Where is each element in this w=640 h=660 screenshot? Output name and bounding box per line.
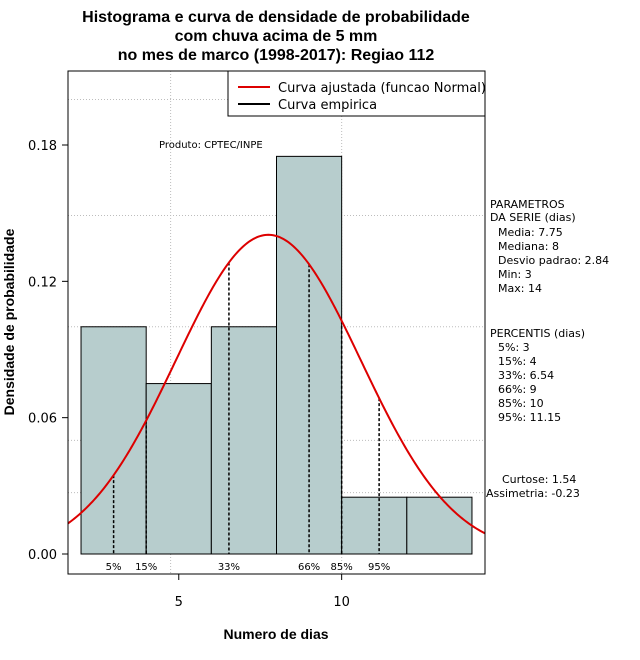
legend-box <box>227 70 486 117</box>
percentil-66: 66%: 9 <box>498 383 537 396</box>
x-axis: 5 10 <box>175 574 350 610</box>
percentile-label-6: 95% <box>368 562 390 573</box>
y-tick-label-3: 0.12 <box>28 275 57 290</box>
title-line-2: com chuva acima de 5 mm <box>175 28 378 45</box>
parameters-heading-2: DA SERIE (dias) <box>490 211 576 224</box>
parameter-mediana: Mediana: 8 <box>498 240 559 253</box>
y-tick-label-1: 0.00 <box>28 548 57 563</box>
histogram-bar-4 <box>276 155 343 555</box>
y-axis-label: Densidade de probabilidade <box>1 228 17 415</box>
percentile-label-3: 33% <box>218 562 240 573</box>
percentil-15: 15%: 4 <box>498 355 537 368</box>
legend-label-empirical: Curva empirica <box>278 98 377 113</box>
percentile-lines: 5% 15% 33% 66% 85% 95% <box>106 262 390 573</box>
title-line-3: no mes de marco (1998-2017): Regiao 112 <box>118 47 435 64</box>
legend-label-fit: Curva ajustada (funcao Normal) <box>278 81 486 96</box>
percentile-label-2: 15% <box>135 562 157 573</box>
y-axis: 0.00 0.06 0.12 0.18 <box>28 139 68 563</box>
histogram-bars <box>80 155 473 555</box>
percentil-95: 95%: 11.15 <box>498 411 561 424</box>
normal-curve <box>67 233 486 535</box>
title-line-1: Histograma e curva de densidade de proba… <box>82 9 470 26</box>
histogram-bar-2 <box>145 383 212 555</box>
histogram-bar-6 <box>406 496 473 555</box>
percentile-label-4: 66% <box>298 562 320 573</box>
percentile-label-5: 85% <box>331 562 353 573</box>
y-tick-label-2: 0.06 <box>28 412 57 427</box>
parameter-media: Media: 7.75 <box>498 226 563 239</box>
x-axis-label: Numero de dias <box>223 626 328 642</box>
x-tick-label-1: 5 <box>175 595 183 610</box>
parameter-max: Max: 14 <box>498 282 542 295</box>
histogram-bar-3 <box>210 326 277 555</box>
normal-curve-line <box>67 233 486 535</box>
percentil-5: 5%: 3 <box>498 341 530 354</box>
shape-panel: Curtose: 1.54 Assimetria: -0.23 <box>486 473 580 500</box>
parameters-heading-1: PARAMETROS <box>490 198 565 211</box>
x-tick-label-2: 10 <box>333 595 350 610</box>
chart-title: Histograma e curva de densidade de proba… <box>82 9 470 64</box>
histogram-bar-5 <box>341 496 408 555</box>
percentis-panel: PERCENTIS (dias) 5%: 3 15%: 4 33%: 6.54 … <box>490 327 585 424</box>
percentis-heading: PERCENTIS (dias) <box>490 327 585 340</box>
y-tick-label-4: 0.18 <box>28 139 57 154</box>
percentile-label-1: 5% <box>106 562 122 573</box>
credit-label: Produto: CPTEC/INPE <box>159 140 263 151</box>
parameters-panel: PARAMETROS DA SERIE (dias) Media: 7.75 M… <box>490 198 609 295</box>
percentil-85: 85%: 10 <box>498 397 544 410</box>
assimetria-label: Assimetria: -0.23 <box>486 487 580 500</box>
percentil-33: 33%: 6.54 <box>498 369 554 382</box>
parameter-min: Min: 3 <box>498 268 532 281</box>
curtose-label: Curtose: 1.54 <box>502 473 576 486</box>
legend: Curva ajustada (funcao Normal) Curva emp… <box>227 70 486 117</box>
parameter-desvio: Desvio padrao: 2.84 <box>498 254 609 267</box>
